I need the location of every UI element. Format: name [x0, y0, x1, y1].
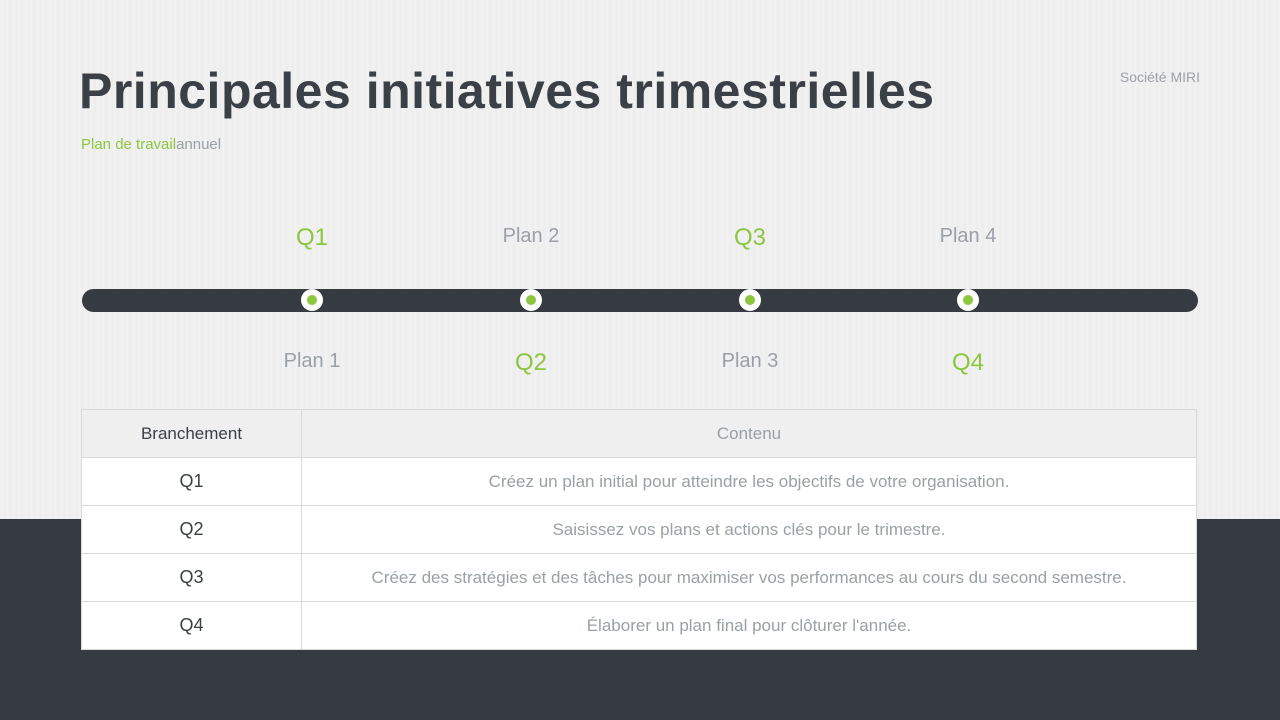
subtitle-accent: Plan de travail	[81, 136, 177, 153]
timeline-dot-3	[739, 289, 761, 311]
timeline-dot-2	[520, 289, 542, 311]
column-header-branchement: Branchement	[81, 409, 302, 458]
timeline-label-q4: Q4	[951, 349, 985, 376]
table-row: Q1 Créez un plan initial pour atteindre …	[81, 457, 1197, 506]
branch-cell-q4: Q4	[81, 601, 302, 650]
content-cell-q1: Créez un plan initial pour atteindre les…	[301, 457, 1197, 506]
page-title: Principales initiatives trimestrielles	[79, 63, 935, 119]
table-row: Q2 Saisissez vos plans et actions clés p…	[81, 505, 1197, 554]
subtitle-rest: annuel	[176, 136, 222, 153]
timeline-label-q1: Q1	[295, 224, 329, 251]
timeline-label-q3: Q3	[733, 224, 767, 251]
timeline-dot-4	[957, 289, 979, 311]
timeline-label-plan1: Plan 1	[283, 350, 341, 372]
timeline-dot-center	[745, 295, 755, 305]
timeline-label-plan2: Plan 2	[502, 225, 560, 247]
timeline-dot-1	[301, 289, 323, 311]
branch-cell-q3: Q3	[81, 553, 302, 602]
timeline-dot-center	[526, 295, 536, 305]
content-cell-q4: Élaborer un plan final pour clôturer l'a…	[301, 601, 1197, 650]
timeline-label-q2: Q2	[514, 349, 548, 376]
slide-subtitle: Plan de travailannuel	[81, 137, 221, 152]
column-header-contenu: Contenu	[301, 409, 1197, 458]
branch-cell-q1: Q1	[81, 457, 302, 506]
content-cell-q2: Saisissez vos plans et actions clés pour…	[301, 505, 1197, 554]
timeline-label-plan3: Plan 3	[721, 350, 779, 372]
table-row: Q4 Élaborer un plan final pour clôturer …	[81, 601, 1197, 650]
content-cell-q3: Créez des stratégies et des tâches pour …	[301, 553, 1197, 602]
branch-cell-q2: Q2	[81, 505, 302, 554]
timeline-bar	[82, 289, 1198, 312]
table-header-row: Branchement Contenu	[81, 409, 1197, 458]
company-name: Société MIRI	[1119, 69, 1200, 85]
timeline-dot-center	[963, 295, 973, 305]
quarter-timeline: Q1 Plan 1 Plan 2 Q2 Q3 Plan 3 Plan 4 Q4	[82, 0, 1198, 400]
table-row: Q3 Créez des stratégies et des tâches po…	[81, 553, 1197, 602]
timeline-dot-center	[307, 295, 317, 305]
content-table: Branchement Contenu Q1 Créez un plan ini…	[81, 409, 1197, 650]
timeline-label-plan4: Plan 4	[939, 225, 997, 247]
